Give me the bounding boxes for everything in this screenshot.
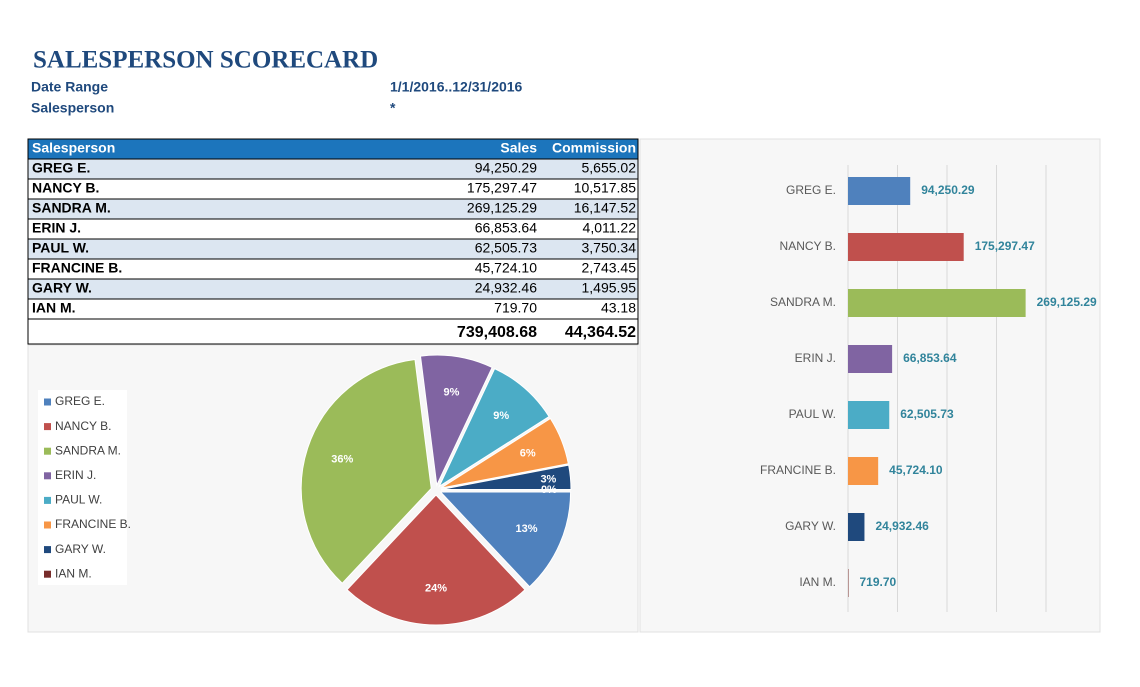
y-tick-label: FRANCINE B.	[760, 463, 836, 477]
pie-slice	[440, 417, 569, 489]
table-cell: 1,495.95	[582, 280, 637, 296]
y-tick-label: GARY W.	[785, 519, 836, 533]
data-label: 24,932.46	[875, 519, 929, 533]
table-cell: 43.18	[601, 300, 636, 316]
legend-swatch	[44, 472, 51, 480]
table-cell: 24,932.46	[475, 280, 537, 296]
table-cell: 5,655.02	[582, 160, 637, 176]
pie-label: 13%	[515, 523, 537, 535]
value: 1/1/2016..12/31/2016	[390, 79, 523, 95]
label: Date Range	[31, 79, 108, 95]
legend-swatch	[44, 521, 51, 529]
title: SALESPERSON SCORECARD	[33, 47, 378, 74]
table-row	[27, 218, 639, 240]
bar	[848, 345, 893, 373]
table-cell: 94,250.29	[475, 160, 537, 176]
column-header: Salesperson	[32, 140, 115, 156]
legend-label: SANDRA M.	[55, 443, 121, 457]
pie-label: 36%	[331, 453, 353, 465]
table-cell: 62,505.73	[475, 240, 537, 256]
y-tick-label: ERIN J.	[795, 351, 836, 365]
table-cell: 175,297.47	[467, 180, 537, 196]
table-total-row	[27, 318, 639, 345]
legend-swatch	[44, 546, 51, 554]
data-label: 175,297.47	[975, 239, 1035, 253]
pie-slice	[438, 367, 550, 488]
pie-label: 3%	[540, 473, 556, 485]
table-row	[27, 278, 639, 300]
table-cell: 16,147.52	[574, 200, 636, 216]
table-cell: 269,125.29	[467, 200, 537, 216]
legend-label: ERIN J.	[55, 468, 96, 482]
legend-label: GARY W.	[55, 542, 106, 556]
legend-label: PAUL W.	[55, 493, 102, 507]
table-cell: GARY W.	[32, 280, 92, 296]
data-label: 719.70	[859, 575, 896, 589]
bar	[848, 457, 879, 485]
legend-swatch	[44, 447, 51, 455]
table-total: 44,364.52	[565, 324, 636, 341]
pie-label: 0%	[541, 484, 557, 496]
table-row	[27, 178, 639, 200]
data-label: 62,505.73	[900, 407, 954, 421]
table-header	[27, 138, 639, 160]
table-cell: 45,724.10	[475, 260, 537, 276]
bar-panel	[639, 138, 1101, 633]
data-label: 45,724.10	[889, 463, 943, 477]
pie-slice	[300, 358, 432, 584]
legend-label: IAN M.	[55, 566, 92, 580]
y-tick-label: PAUL W.	[789, 407, 836, 421]
legend-box	[38, 390, 127, 585]
bar	[848, 289, 1026, 317]
table-cell: 719.70	[494, 300, 537, 316]
legend-label: FRANCINE B.	[55, 517, 131, 531]
table-row	[27, 298, 639, 320]
table-cell: ERIN J.	[32, 220, 81, 236]
legend-swatch	[44, 570, 51, 578]
column-header: Sales	[500, 140, 537, 156]
column-header: Commission	[552, 140, 636, 156]
table-cell: NANCY B.	[32, 180, 99, 196]
table-cell: 10,517.85	[574, 180, 636, 196]
label: Salesperson	[31, 100, 114, 116]
bar	[848, 233, 964, 261]
table-cell: GREG E.	[32, 160, 90, 176]
table-cell: 3,750.34	[582, 240, 637, 256]
pie-label: 24%	[425, 583, 447, 595]
table-cell: PAUL W.	[32, 240, 89, 256]
table-cell: 2,743.45	[582, 260, 637, 276]
y-tick-label: SANDRA M.	[770, 295, 836, 309]
y-tick-label: IAN M.	[799, 575, 836, 589]
data-label: 94,250.29	[921, 183, 975, 197]
table-cell: 66,853.64	[475, 220, 537, 236]
bar	[848, 401, 890, 429]
table-row	[27, 238, 639, 260]
value: *	[390, 100, 396, 116]
table-total: 739,408.68	[457, 324, 537, 341]
y-tick-label: GREG E.	[786, 183, 836, 197]
bar	[848, 177, 911, 205]
bar	[848, 513, 865, 541]
legend-label: NANCY B.	[55, 419, 111, 433]
table-row	[27, 158, 639, 180]
table-row	[27, 198, 639, 220]
legend-swatch	[44, 398, 51, 406]
table-cell: SANDRA M.	[32, 200, 111, 216]
legend-label: GREG E.	[55, 394, 105, 408]
legend-swatch	[44, 496, 51, 504]
legend-swatch	[44, 423, 51, 431]
pie-slice	[419, 354, 493, 487]
pie-slice	[439, 491, 572, 588]
table-cell: 4,011.22	[583, 220, 637, 236]
table-cell: IAN M.	[32, 300, 76, 316]
table-cell: FRANCINE B.	[32, 260, 122, 276]
pie-label: 9%	[493, 410, 509, 422]
pie-label: 9%	[443, 387, 459, 399]
data-label: 269,125.29	[1037, 295, 1097, 309]
pie-slice	[346, 494, 526, 626]
data-label: 66,853.64	[903, 351, 957, 365]
y-tick-label: NANCY B.	[780, 239, 836, 253]
pie-label: 6%	[520, 448, 536, 460]
